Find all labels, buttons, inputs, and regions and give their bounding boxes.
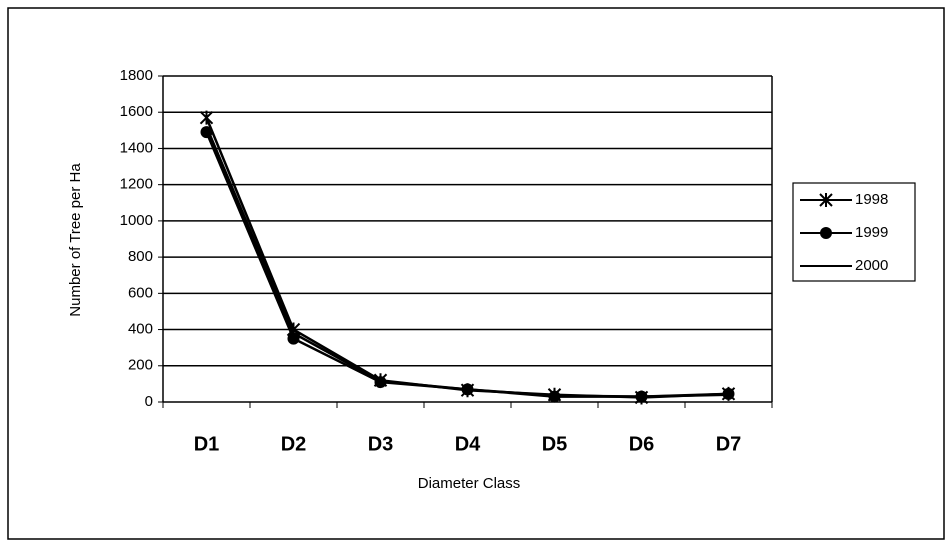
marker [722, 387, 735, 400]
y-tick-label: 1400 [120, 139, 153, 156]
legend-label: 1999 [855, 224, 888, 241]
marker [820, 227, 832, 239]
y-tick-label: 1600 [120, 103, 153, 120]
y-tick-label: 400 [128, 321, 153, 338]
y-tick-label: 1000 [120, 212, 153, 229]
x-tick-label: D1 [194, 433, 220, 455]
y-axis-label: Number of Tree per Ha [67, 163, 84, 317]
y-tick-label: 200 [128, 357, 153, 374]
y-tick-label: 0 [145, 393, 153, 410]
y-tick-label: 1200 [120, 176, 153, 193]
x-tick-label: D4 [455, 433, 481, 455]
y-tick-label: 1800 [120, 67, 153, 84]
y-tick-label: 600 [128, 284, 153, 301]
x-tick-label: D6 [629, 433, 655, 455]
legend-label: 1998 [855, 191, 888, 208]
marker [199, 110, 214, 125]
x-tick-label: D7 [716, 433, 742, 455]
x-axis-label: Diameter Class [418, 475, 521, 492]
x-tick-label: D5 [542, 433, 568, 455]
chart-frame [7, 7, 945, 540]
x-tick-label: D3 [368, 433, 394, 455]
marker [819, 193, 833, 207]
legend-label: 2000 [855, 257, 888, 274]
y-tick-label: 800 [128, 248, 153, 265]
x-tick-label: D2 [281, 433, 307, 455]
series-line [205, 126, 729, 398]
